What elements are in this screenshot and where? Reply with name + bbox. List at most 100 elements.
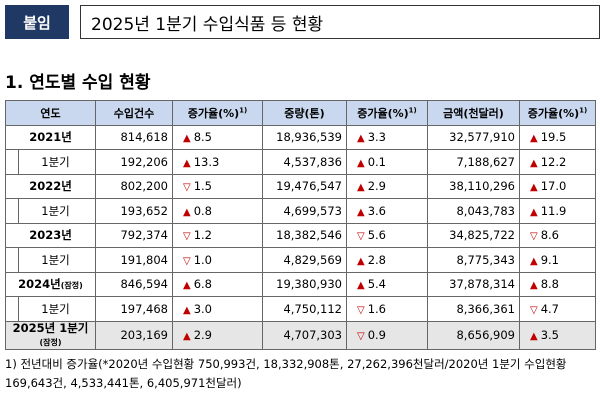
rate-arrow: ▲ [530, 157, 538, 169]
rate-value: 0.8 [193, 203, 212, 218]
footnote-mark: 1) [408, 106, 417, 115]
rate-cell: ▽ 1.2 [172, 222, 263, 248]
value-cell: 4,829,569 [262, 247, 347, 273]
rate-arrow: ▲ [357, 255, 365, 267]
rate-arrow: ▽ [357, 304, 365, 316]
rate-cell: ▲ 3.0 [172, 296, 263, 322]
value-cell: 8,366,361 [427, 296, 520, 322]
rate-cell: ▲ 17.0 [519, 173, 596, 199]
rate-cell: ▲ 3.6 [346, 198, 428, 224]
rate-arrow: ▽ [530, 231, 538, 243]
rate-value: 1.2 [193, 228, 212, 243]
value-cell: 32,577,910 [427, 124, 520, 150]
rate-arrow: ▲ [530, 206, 538, 218]
rate-arrow: ▲ [530, 331, 538, 342]
rate-value: 8.5 [193, 130, 212, 145]
column-header: 금액(천달러) [427, 100, 520, 126]
row-label-text: 1분기 [41, 301, 70, 316]
rate-value: 8.6 [540, 228, 559, 243]
rate-arrow: ▲ [357, 133, 365, 145]
import-table: 연도 수입건수 증가율(%)1) 중량(톤) 증가율(%)1) 금액(천달러) 증가율(%)… [5, 100, 596, 350]
value-cell: 19,380,930 [262, 271, 347, 297]
row-label-text: 2025년 1분기 [12, 321, 89, 335]
rate-arrow: ▽ [183, 182, 191, 194]
value-cell: 19,476,547 [262, 173, 347, 199]
value-cell: 192,206 [95, 149, 173, 175]
rate-cell: ▲ 8.8 [519, 271, 596, 297]
quarter-row: 1분기 193,652 ▲ 0.8 4,699,573 ▲ 3.6 8,043,783 ▲ 11.… [5, 198, 596, 224]
rate-cell: ▲ 9.1 [519, 247, 596, 273]
rate-value: 3.3 [367, 130, 386, 145]
value-cell: 203,169 [95, 320, 173, 350]
rate-arrow: ▲ [357, 157, 365, 169]
row-label: 2024년(잠정) [5, 271, 96, 297]
rate-cell: ▲ 2.8 [346, 247, 428, 273]
row-label-text: 1분기 [41, 203, 70, 218]
row-label: 1분기 [5, 198, 96, 224]
value-cell: 38,110,296 [427, 173, 520, 199]
value-cell: 4,707,303 [262, 320, 347, 350]
section-title: 1. 연도별 수입 현황 [5, 73, 151, 93]
value-cell: 197,468 [95, 296, 173, 322]
rate-arrow: ▲ [183, 206, 191, 218]
rate-value: 1.5 [193, 179, 212, 194]
rate-cell: ▲ 2.9 [346, 173, 428, 199]
row-label: 2021년 [5, 124, 96, 150]
column-header: 증가율(%)1) [519, 100, 596, 126]
row-note: (잠정) [60, 281, 83, 291]
header-row: 연도 수입건수 증가율(%)1) 중량(톤) 증가율(%)1) 금액(천달러) 증가율(%)… [5, 100, 596, 126]
value-cell: 4,537,836 [262, 149, 347, 175]
year-row: 2025년 1분기(잠정) 203,169 ▲ 2.9 4,707,303 ▽ 0.9 8,6… [5, 320, 596, 350]
rate-arrow: ▲ [530, 133, 538, 145]
rate-arrow: ▽ [357, 231, 365, 243]
value-cell: 18,936,539 [262, 124, 347, 150]
row-label-text: 1분기 [41, 154, 70, 169]
year-row: 2023년 792,374 ▽ 1.2 18,382,546 ▽ 5.6 34,825,722… [5, 222, 596, 248]
rate-cell: ▲ 13.3 [172, 149, 263, 175]
row-label: 2023년 [5, 222, 96, 248]
rate-arrow: ▲ [183, 331, 191, 342]
value-cell: 792,374 [95, 222, 173, 248]
badge: 붙임 [5, 5, 69, 39]
row-label-text: 2022년 [29, 179, 72, 194]
rate-value: 19.5 [540, 130, 567, 145]
value-cell: 8,775,343 [427, 247, 520, 273]
column-header: 증가율(%)1) [346, 100, 428, 126]
value-cell: 37,878,314 [427, 271, 520, 297]
value-cell: 18,382,546 [262, 222, 347, 248]
rate-value: 11.9 [540, 203, 567, 218]
value-cell: 4,750,112 [262, 296, 347, 322]
rate-cell: ▽ 1.0 [172, 247, 263, 273]
rate-arrow: ▲ [530, 182, 538, 194]
column-header: 중량(톤) [262, 100, 347, 126]
rate-value: 3.5 [540, 328, 559, 342]
rate-arrow: ▲ [183, 157, 191, 169]
rate-cell: ▲ 3.3 [346, 124, 428, 150]
rate-value: 13.3 [193, 154, 220, 169]
rate-value: 2.8 [367, 252, 386, 267]
quarter-row: 1분기 191,804 ▽ 1.0 4,829,569 ▲ 2.8 8,775,343 ▲ 9.1 [5, 247, 596, 273]
rate-value: 3.6 [367, 203, 386, 218]
rate-arrow: ▽ [183, 231, 191, 243]
rate-cell: ▲ 5.4 [346, 271, 428, 297]
value-cell: 7,188,627 [427, 149, 520, 175]
quarter-row: 1분기 197,468 ▲ 3.0 4,750,112 ▽ 1.6 8,366,361 ▽ 4.7 [5, 296, 596, 322]
rate-value: 2.9 [367, 179, 386, 194]
rate-value: 5.4 [367, 277, 386, 292]
rate-value: 9.1 [540, 252, 559, 267]
rate-value: 1.0 [193, 252, 212, 267]
value-cell: 814,618 [95, 124, 173, 150]
year-row: 2022년 802,200 ▽ 1.5 19,476,547 ▲ 2.9 38,110,296… [5, 173, 596, 199]
rate-cell: ▲ 8.5 [172, 124, 263, 150]
rate-cell: ▽ 8.6 [519, 222, 596, 248]
rate-arrow: ▽ [183, 255, 191, 267]
row-label-text: 2023년 [29, 228, 72, 243]
rate-value: 4.7 [540, 301, 559, 316]
rate-cell: ▽ 5.6 [346, 222, 428, 248]
year-row: 2021년 814,618 ▲ 8.5 18,936,539 ▲ 3.3 32,577,910… [5, 124, 596, 150]
rate-arrow: ▲ [530, 255, 538, 267]
rate-cell: ▲ 12.2 [519, 149, 596, 175]
year-row: 2024년(잠정) 846,594 ▲ 6.8 19,380,930 ▲ 5.4 37,878… [5, 271, 596, 297]
rate-arrow: ▽ [530, 304, 538, 316]
column-header: 수입건수 [95, 100, 173, 126]
